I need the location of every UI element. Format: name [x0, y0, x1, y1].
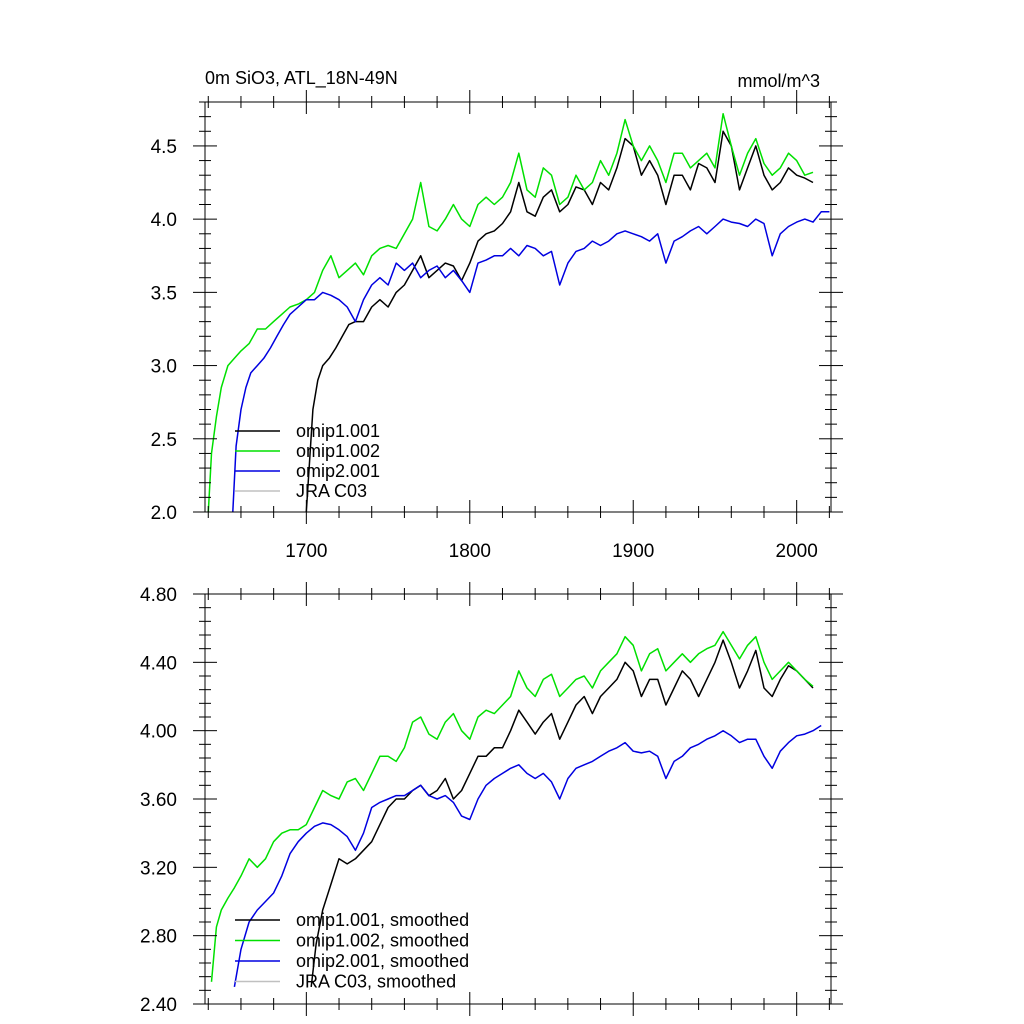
y-tick-label: 4.0 — [151, 210, 177, 231]
x-tick-label: 1900 — [612, 541, 654, 562]
top-panel: 0m SiO3, ATL_18N-49N mmol/m^3 1700 1800 19… — [151, 68, 843, 562]
series-line-omip2-001 — [232, 211, 830, 513]
legend-label: omip2.001, smoothed — [296, 951, 469, 971]
series-line-omip2-001 — [233, 724, 822, 988]
legend-label: omip1.001, smoothed — [296, 910, 469, 930]
y-tick-label: 4.40 — [140, 653, 177, 674]
y-tick-label: 4.80 — [140, 585, 177, 606]
top-panel-ticks: 1700 1800 1900 2000 2.0 2.5 3.0 3.5 4.0 4.5 — [151, 90, 843, 562]
legend-label: JRA C03, smoothed — [296, 972, 456, 992]
bottom-panel-frame — [204, 593, 832, 1005]
x-tick-label: 2000 — [776, 541, 818, 562]
y-tick-label: 2.80 — [140, 927, 177, 948]
y-tick-label: 3.20 — [140, 858, 177, 879]
series-line-omip1-002 — [207, 112, 814, 513]
legend-label: omip1.002 — [296, 441, 380, 461]
top-panel-units: mmol/m^3 — [738, 71, 820, 91]
y-tick-label: 3.5 — [151, 283, 177, 304]
y-tick-label: 4.00 — [140, 722, 177, 743]
y-tick-label: 2.40 — [140, 995, 177, 1016]
series-line-omip1-001 — [305, 130, 814, 513]
series-line-omip1-002 — [210, 630, 814, 982]
y-tick-label: 2.0 — [151, 503, 177, 524]
series-line-omip1-001 — [310, 639, 814, 987]
bottom-panel-ticks: 2.40 2.80 3.20 3.60 4.00 4.40 4.80 — [140, 582, 843, 1016]
top-panel-marks — [207, 112, 830, 513]
x-tick-label: 1800 — [449, 541, 491, 562]
y-tick-label: 4.5 — [151, 137, 177, 158]
y-tick-label: 3.60 — [140, 790, 177, 811]
x-tick-label: 1700 — [285, 541, 327, 562]
top-panel-frame — [204, 101, 832, 513]
bottom-panel-marks — [210, 630, 822, 988]
legend-label: omip1.001 — [296, 421, 380, 441]
legend-label: omip1.002, smoothed — [296, 931, 469, 951]
legend-label: JRA C03 — [296, 481, 367, 501]
y-tick-label: 3.0 — [151, 357, 177, 378]
y-tick-label: 2.5 — [151, 430, 177, 451]
top-panel-title: 0m SiO3, ATL_18N-49N — [205, 68, 398, 89]
bottom-panel: 2.40 2.80 3.20 3.60 4.00 4.40 4.80 omip1.001, … — [140, 582, 843, 1016]
legend-label: omip2.001 — [296, 461, 380, 481]
